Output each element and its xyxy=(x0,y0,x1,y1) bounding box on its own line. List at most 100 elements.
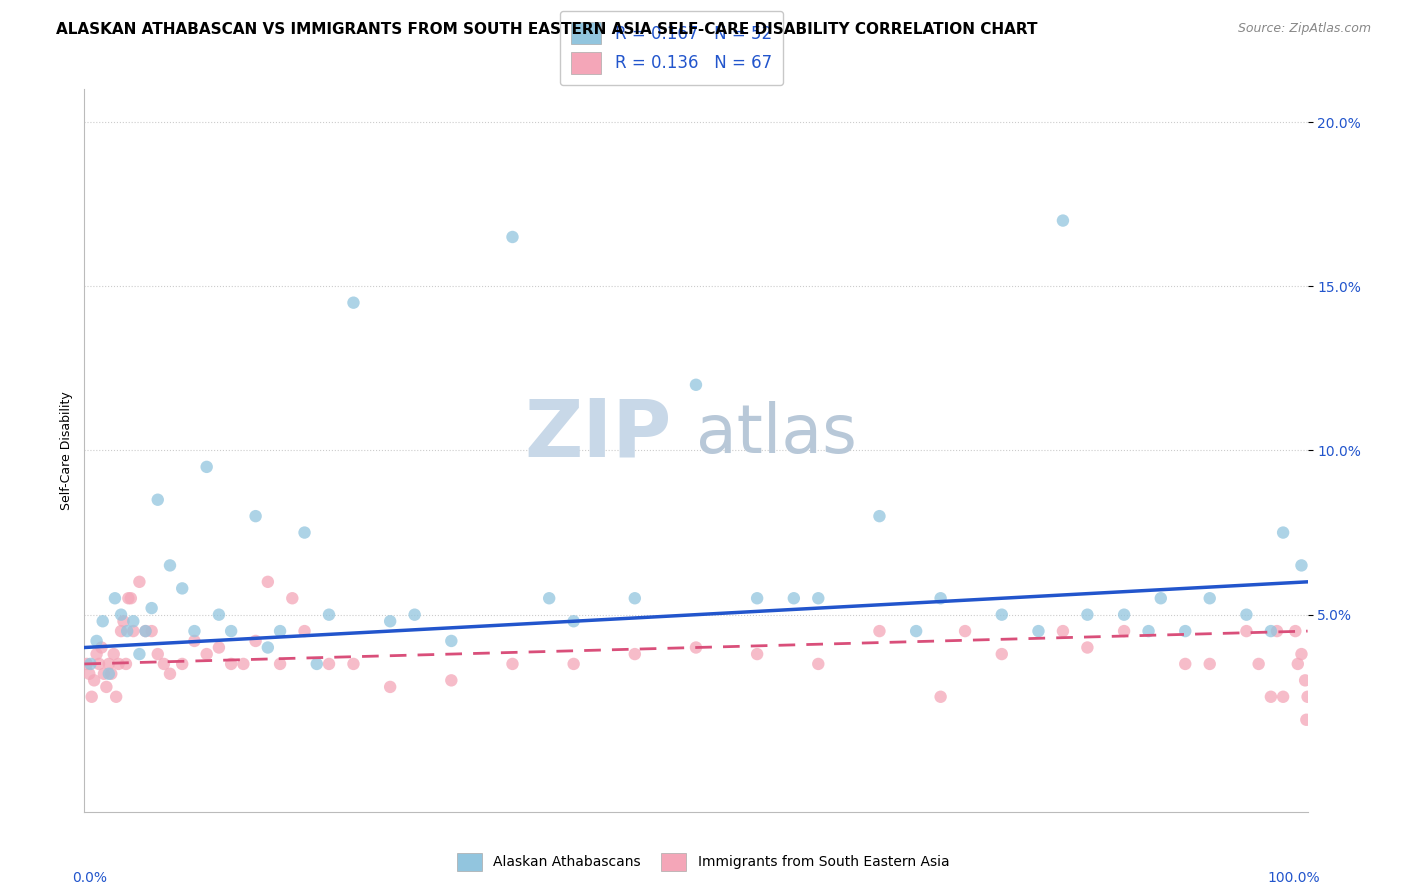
Point xyxy=(105,690,128,704)
Point xyxy=(1076,607,1098,622)
Point xyxy=(135,624,157,639)
Point xyxy=(294,525,316,540)
Point xyxy=(440,634,463,648)
Point xyxy=(86,647,108,661)
Point xyxy=(80,690,103,704)
Point xyxy=(128,574,150,589)
Point xyxy=(219,624,242,639)
Point xyxy=(502,657,524,671)
Point xyxy=(87,657,110,671)
Point xyxy=(115,624,138,639)
Point xyxy=(107,657,129,671)
Point xyxy=(404,607,426,622)
Point xyxy=(100,666,122,681)
Point xyxy=(1028,624,1050,639)
Point xyxy=(195,459,218,474)
Point xyxy=(440,673,463,688)
Point xyxy=(183,634,205,648)
Point xyxy=(257,640,280,655)
Point xyxy=(929,690,952,704)
Point xyxy=(135,624,157,639)
Point xyxy=(380,614,402,628)
Point xyxy=(104,591,127,606)
Point xyxy=(128,647,150,661)
Point xyxy=(991,647,1014,661)
Point xyxy=(93,666,115,681)
Point xyxy=(90,640,112,655)
Point xyxy=(318,607,340,622)
Point xyxy=(96,680,118,694)
Point xyxy=(562,614,585,628)
Text: ALASKAN ATHABASCAN VS IMMIGRANTS FROM SOUTH EASTERN ASIA SELF-CARE DISABILITY CO: ALASKAN ATHABASCAN VS IMMIGRANTS FROM SO… xyxy=(56,22,1038,37)
Point xyxy=(624,647,647,661)
Point xyxy=(747,591,769,606)
Point xyxy=(112,614,135,628)
Point xyxy=(1284,624,1306,639)
Point xyxy=(1174,657,1197,671)
Point xyxy=(97,666,120,681)
Point xyxy=(122,614,145,628)
Point xyxy=(141,624,163,639)
Point xyxy=(747,647,769,661)
Point xyxy=(624,591,647,606)
Point xyxy=(1291,558,1313,573)
Point xyxy=(269,624,291,639)
Point xyxy=(141,601,163,615)
Point xyxy=(97,657,120,671)
Point xyxy=(1236,607,1258,622)
Point xyxy=(305,657,328,671)
Point xyxy=(1247,657,1270,671)
Point xyxy=(1052,213,1074,227)
Point xyxy=(342,295,364,310)
Text: 0.0%: 0.0% xyxy=(72,871,107,885)
Point xyxy=(342,657,364,671)
Point xyxy=(269,657,291,671)
Point xyxy=(1174,624,1197,639)
Point xyxy=(159,666,181,681)
Point xyxy=(1265,624,1288,639)
Point xyxy=(257,574,280,589)
Point xyxy=(172,657,194,671)
Legend: Alaskan Athabascans, Immigrants from South Eastern Asia: Alaskan Athabascans, Immigrants from Sou… xyxy=(451,847,955,876)
Point xyxy=(685,377,707,392)
Point xyxy=(1272,690,1295,704)
Point xyxy=(1291,647,1313,661)
Point xyxy=(219,657,242,671)
Text: ZIP: ZIP xyxy=(524,395,672,473)
Point xyxy=(91,614,114,628)
Point xyxy=(807,657,830,671)
Point xyxy=(159,558,181,573)
Point xyxy=(1150,591,1173,606)
Point xyxy=(783,591,806,606)
Point xyxy=(77,666,100,681)
Point xyxy=(232,657,254,671)
Point xyxy=(281,591,304,606)
Point xyxy=(318,657,340,671)
Point xyxy=(1286,657,1309,671)
Text: atlas: atlas xyxy=(696,401,856,467)
Point xyxy=(195,647,218,661)
Point xyxy=(905,624,928,639)
Point xyxy=(110,607,132,622)
Point xyxy=(1236,624,1258,639)
Point xyxy=(1296,690,1319,704)
Point xyxy=(208,607,231,622)
Point xyxy=(183,624,205,639)
Point xyxy=(1198,657,1220,671)
Point xyxy=(120,591,142,606)
Point xyxy=(1114,624,1136,639)
Text: Source: ZipAtlas.com: Source: ZipAtlas.com xyxy=(1237,22,1371,36)
Point xyxy=(1294,673,1316,688)
Point xyxy=(869,624,891,639)
Point xyxy=(502,230,524,244)
Point xyxy=(153,657,176,671)
Point xyxy=(79,657,101,671)
Point xyxy=(869,509,891,524)
Point xyxy=(1052,624,1074,639)
Point xyxy=(115,657,138,671)
Point xyxy=(953,624,976,639)
Point xyxy=(1260,690,1282,704)
Point xyxy=(1114,607,1136,622)
Point xyxy=(1198,591,1220,606)
Point xyxy=(807,591,830,606)
